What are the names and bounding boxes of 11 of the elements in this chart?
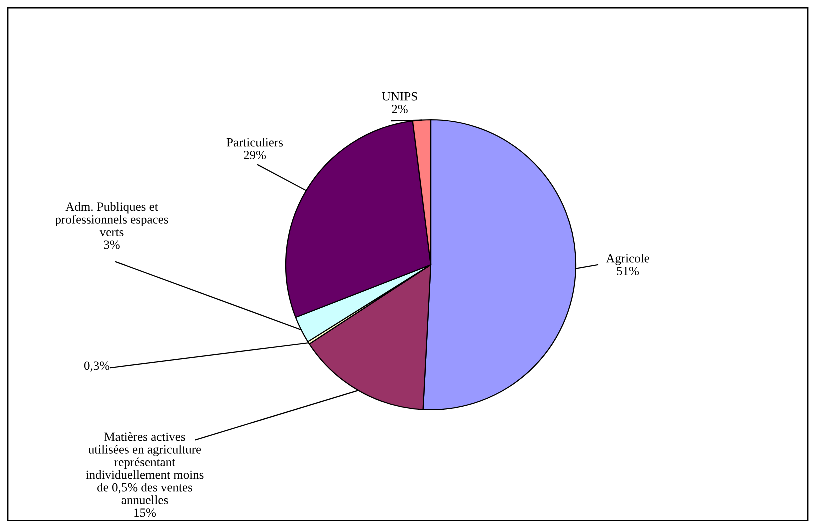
slice-label: Particuliers bbox=[226, 138, 284, 147]
data-label: 0,3% bbox=[84, 362, 110, 372]
slice-label: Agricole bbox=[606, 254, 650, 266]
data-label: 51% bbox=[617, 267, 640, 276]
slice-label: Adm. Publiques et professionnels espaces verts bbox=[55, 202, 168, 237]
data-label: 15% bbox=[134, 508, 156, 518]
data-label: 3% bbox=[104, 240, 120, 250]
slice-label: Matières actives utilisées en agriculture représentant individuellement moins de 0,5% des ventes annuelles bbox=[86, 432, 204, 504]
data-label: 2% bbox=[392, 105, 408, 114]
data-label: 29% bbox=[244, 151, 266, 160]
slice-label: UNIPS bbox=[382, 92, 418, 101]
